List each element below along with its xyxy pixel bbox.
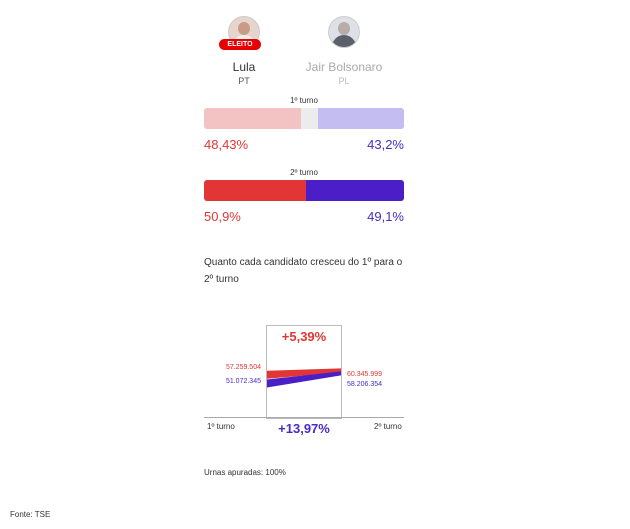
round2-bar: [204, 180, 404, 201]
round2-bolsonaro-segment: [305, 180, 404, 201]
x-start-label: 1º turno: [207, 422, 235, 431]
candidate-party: PL: [338, 76, 350, 86]
candidate-lula: ELEITO Lula PT: [194, 16, 294, 87]
lula-growth: +5,39%: [281, 329, 327, 344]
round1-lula-segment: [204, 108, 301, 129]
x-axis: [204, 417, 404, 418]
round2-lula-pct: 50,9%: [204, 209, 241, 224]
round2-bolsonaro-pct: 49,1%: [367, 209, 404, 224]
person-photo-icon: [328, 16, 360, 48]
bolsonaro-growth: +13,97%: [278, 421, 330, 436]
x-end-label: 2º turno: [374, 422, 402, 431]
round1-lula-pct: 48,43%: [204, 137, 249, 152]
lula-votes-end: 60.345.999: [347, 371, 383, 378]
candidate-name: Lula: [232, 60, 256, 74]
candidate-party: PT: [238, 76, 250, 86]
bolsonaro-votes-end: 58.206.354: [347, 381, 383, 388]
elected-badge: ELEITO: [219, 39, 261, 50]
bolsonaro-line: [267, 371, 341, 388]
candidate-name: Jair Bolsonaro: [305, 60, 383, 74]
source: Fonte: TSE: [10, 510, 51, 519]
round1-bolsonaro-pct: 43,2%: [367, 137, 404, 152]
round-title: 2º turno: [290, 168, 318, 177]
urnas-apuradas: Urnas apuradas: 100%: [204, 468, 286, 477]
round1-bolsonaro-segment: [317, 108, 404, 129]
round2-lula-segment: [204, 180, 306, 201]
candidate-bolsonaro: Jair Bolsonaro PL: [294, 16, 394, 87]
bolsonaro-votes-start: 51.072.345: [225, 378, 261, 385]
growth-question: Quanto cada candidato cresceu do 1º para…: [204, 257, 403, 285]
lula-votes-start: 57.259.504: [225, 364, 261, 371]
lula-line: [267, 368, 341, 379]
round-title: 1º turno: [290, 96, 318, 105]
round1-bar: [204, 108, 404, 129]
